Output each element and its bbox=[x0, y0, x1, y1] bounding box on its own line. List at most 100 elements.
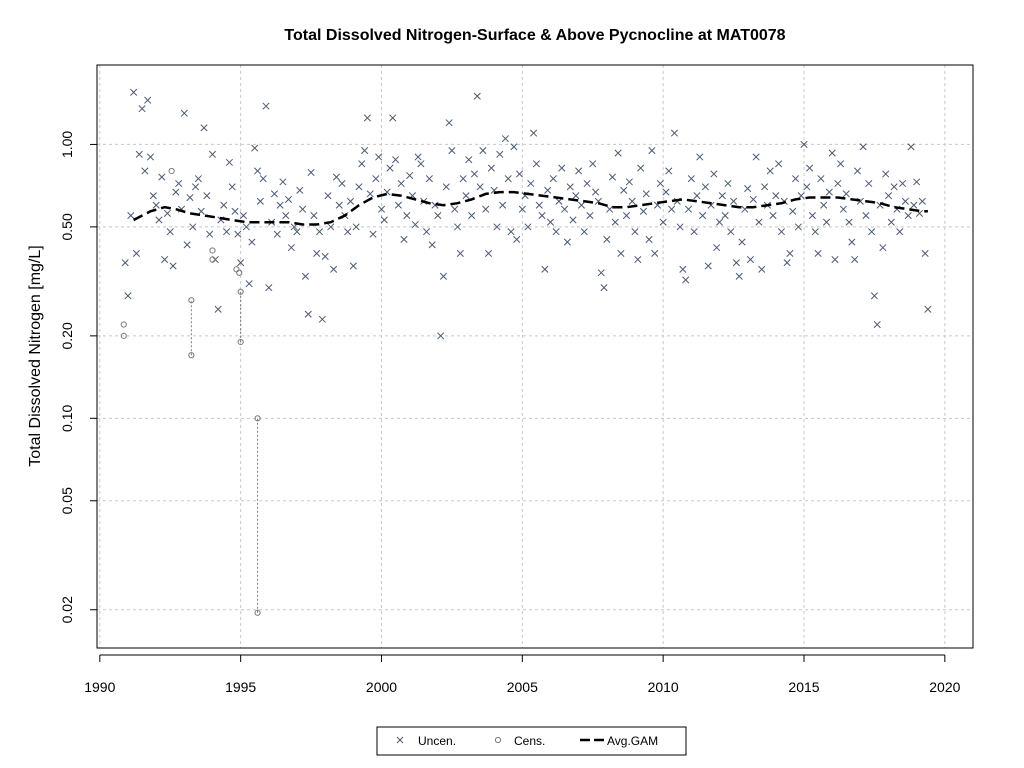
uncensored-point bbox=[634, 255, 642, 264]
uncensored-point bbox=[659, 218, 667, 226]
uncensored-point bbox=[732, 259, 740, 267]
uncensored-point-stroke bbox=[887, 218, 895, 226]
uncensored-point-stroke bbox=[282, 211, 290, 220]
uncensored-point-stroke bbox=[679, 265, 687, 273]
uncensored-point bbox=[918, 197, 926, 205]
uncensored-point bbox=[223, 228, 231, 236]
uncensored-point bbox=[192, 183, 200, 191]
uncensored-point-stroke bbox=[837, 160, 845, 168]
uncensored-point-stroke bbox=[417, 160, 425, 168]
uncensored-point-stroke bbox=[273, 230, 281, 238]
uncensored-point-stroke bbox=[544, 186, 552, 194]
uncensored-point-stroke bbox=[924, 305, 932, 313]
uncensored-point-stroke bbox=[546, 218, 555, 226]
uncensored-point bbox=[721, 211, 729, 220]
gam-line bbox=[133, 190, 928, 226]
uncensored-point-stroke bbox=[141, 167, 149, 175]
uncensored-point bbox=[853, 167, 862, 175]
uncensored-point bbox=[592, 188, 600, 196]
uncensored-point bbox=[755, 218, 763, 226]
uncensored-point-stroke bbox=[406, 171, 414, 180]
uncensored-point-stroke bbox=[758, 265, 766, 273]
uncensored-point-stroke bbox=[777, 228, 786, 236]
uncensored-point bbox=[482, 205, 490, 213]
uncensored-point-stroke bbox=[670, 129, 678, 137]
uncensored-point-stroke bbox=[445, 119, 453, 127]
uncensored-point bbox=[715, 218, 724, 226]
uncensored-point-stroke bbox=[718, 192, 726, 200]
uncensored-point bbox=[608, 173, 617, 181]
uncensored-point-stroke bbox=[834, 179, 842, 188]
uncensored-point-stroke bbox=[859, 143, 867, 151]
uncensored-point bbox=[769, 211, 777, 220]
uncensored-point-stroke bbox=[575, 167, 583, 175]
uncensored-point-stroke bbox=[208, 150, 217, 158]
uncensored-point-stroke bbox=[149, 192, 157, 200]
uncensored-point bbox=[175, 179, 183, 188]
uncensored-point-stroke bbox=[192, 183, 200, 191]
uncensored-point bbox=[332, 173, 340, 181]
uncensored-point bbox=[513, 235, 521, 243]
uncensored-point bbox=[189, 223, 197, 231]
uncensored-point bbox=[907, 143, 915, 151]
uncensored-point bbox=[138, 105, 146, 113]
uncensored-point-stroke bbox=[899, 179, 907, 188]
uncensored-point-stroke bbox=[808, 211, 817, 220]
uncensored-point bbox=[425, 175, 433, 183]
uncensored-point-stroke bbox=[304, 310, 312, 318]
uncensored-point-stroke bbox=[310, 211, 318, 220]
uncensored-point-stroke bbox=[884, 192, 893, 200]
uncensored-point bbox=[169, 262, 177, 270]
uncensored-point-stroke bbox=[487, 164, 495, 172]
uncensored-point bbox=[690, 228, 698, 236]
uncensored-point bbox=[820, 201, 828, 209]
uncensored-point bbox=[530, 129, 538, 137]
censored-point bbox=[254, 415, 261, 422]
uncensored-point-stroke bbox=[220, 201, 228, 209]
uncensored-point-stroke bbox=[563, 238, 571, 246]
y-tick-label: 0.20 bbox=[59, 322, 75, 349]
uncensored-point-stroke bbox=[527, 179, 535, 188]
uncensored-point bbox=[208, 150, 217, 158]
uncensored-point-stroke bbox=[330, 265, 338, 273]
uncensored-point bbox=[628, 197, 636, 205]
uncensored-point-stroke bbox=[223, 228, 231, 236]
uncensored-point-stroke bbox=[606, 205, 614, 213]
uncensored-point bbox=[546, 218, 555, 226]
y-tick-label: 0.50 bbox=[59, 213, 75, 240]
uncensored-point-stroke bbox=[130, 88, 138, 96]
uncensored-point-stroke bbox=[389, 114, 397, 122]
uncensored-point-stroke bbox=[713, 244, 721, 252]
uncensored-point-stroke bbox=[648, 146, 656, 155]
uncensored-point bbox=[772, 192, 780, 200]
uncensored-point-stroke bbox=[166, 228, 174, 236]
uncensored-point-stroke bbox=[507, 228, 515, 236]
uncensored-point bbox=[515, 170, 524, 178]
uncensored-point bbox=[397, 179, 405, 188]
y-tick-label: 0.10 bbox=[59, 404, 75, 431]
uncensored-point bbox=[355, 183, 363, 191]
uncensored-point-stroke bbox=[842, 190, 850, 198]
uncensored-point bbox=[344, 228, 352, 236]
uncensored-point-stroke bbox=[344, 228, 352, 236]
uncensored-point-stroke bbox=[515, 170, 524, 178]
uncensored-point-stroke bbox=[549, 175, 557, 183]
uncensored-point-stroke bbox=[558, 164, 566, 172]
uncensored-point bbox=[132, 249, 140, 257]
uncensored-point-stroke bbox=[775, 160, 783, 168]
uncensored-point-stroke bbox=[710, 170, 718, 178]
uncensored-point-stroke bbox=[144, 96, 152, 104]
legend-cens-marker bbox=[494, 736, 502, 744]
uncensored-point bbox=[231, 207, 239, 215]
uncensored-point-stroke bbox=[910, 201, 918, 209]
uncensored-point-stroke bbox=[617, 249, 625, 257]
uncensored-point-stroke bbox=[189, 223, 197, 231]
uncensored-point-stroke bbox=[499, 201, 507, 209]
uncensored-point bbox=[487, 164, 495, 172]
uncensored-point bbox=[256, 197, 264, 205]
uncensored-point-stroke bbox=[608, 173, 617, 181]
uncensored-point bbox=[710, 170, 718, 178]
uncensored-point bbox=[808, 211, 817, 220]
uncensored-point-stroke bbox=[794, 223, 802, 231]
uncensored-point bbox=[631, 228, 639, 236]
